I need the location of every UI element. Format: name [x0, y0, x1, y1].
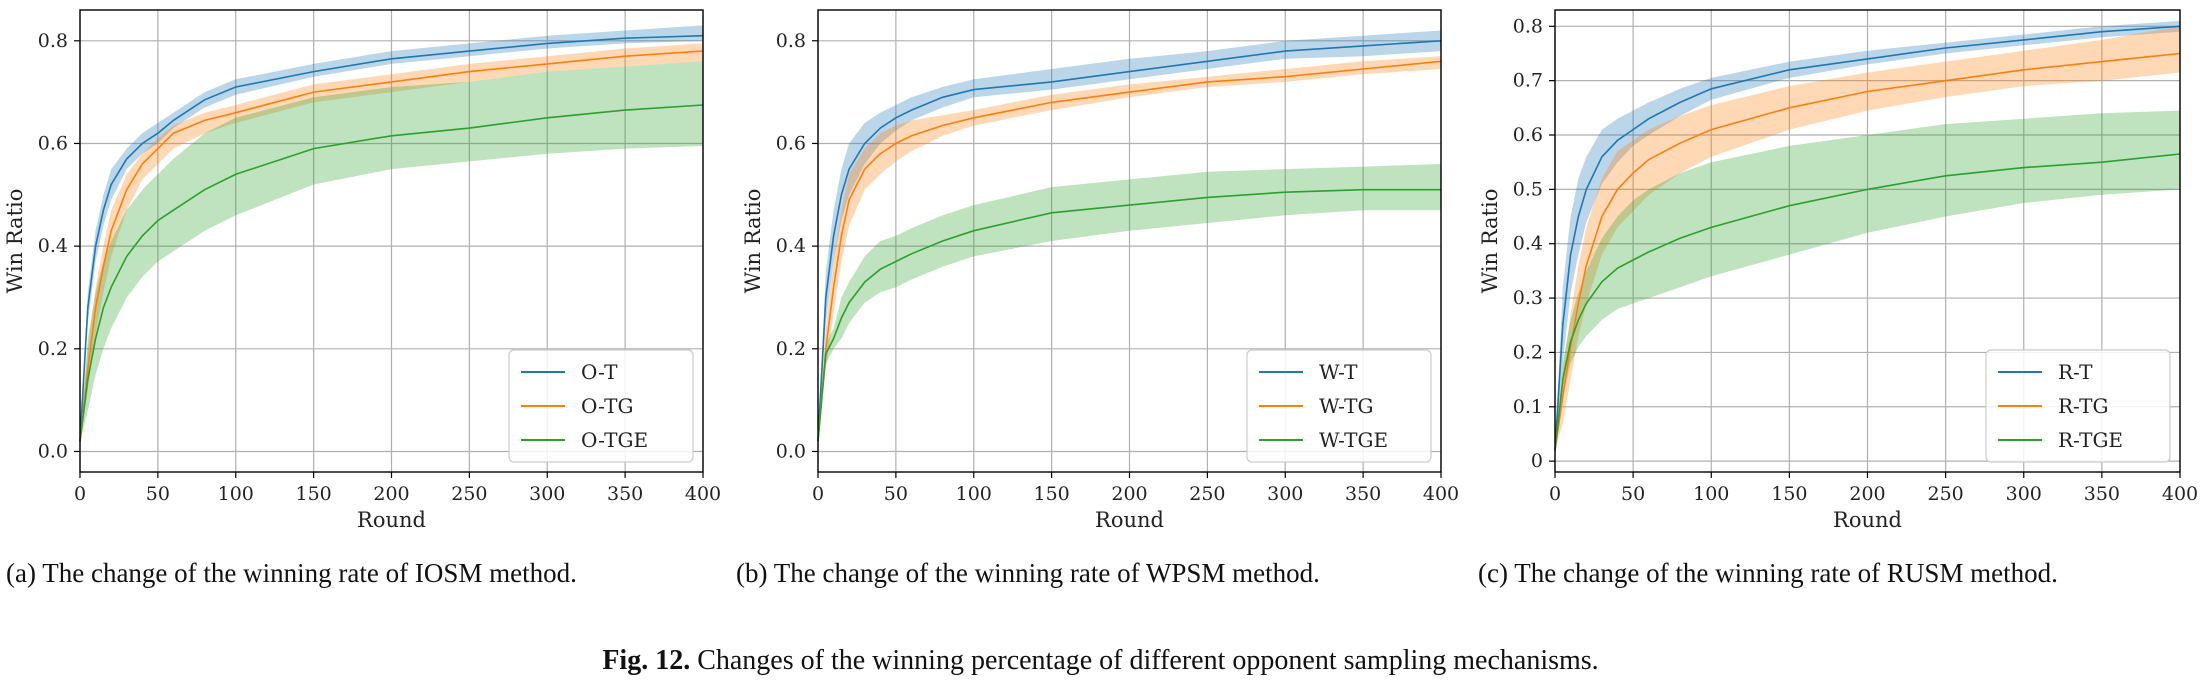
- y-tick-label: 0.2: [38, 338, 68, 360]
- legend-label-o-t: O-T: [581, 360, 618, 384]
- x-axis-label: Round: [357, 508, 426, 532]
- series-band-r-tg: [1555, 26, 2180, 451]
- legend-box: [508, 349, 694, 463]
- x-tick-label: 0: [812, 483, 824, 505]
- y-tick-label: 0.2: [776, 338, 806, 360]
- x-tick-label: 300: [2006, 483, 2042, 505]
- series-line-w-tge: [817, 188, 1441, 442]
- x-tick-label: 300: [529, 483, 565, 505]
- x-tick-label: 50: [146, 483, 170, 505]
- legend-label-o-tg: O-TG: [581, 394, 634, 418]
- x-tick-label: 0: [74, 483, 86, 505]
- x-tick-label: 300: [1267, 483, 1303, 505]
- legend-box: [1985, 349, 2171, 463]
- x-tick-label: 250: [1189, 483, 1225, 505]
- y-axis-label: Win Ratio: [1478, 189, 1502, 294]
- x-tick-label: 200: [1111, 483, 1147, 505]
- legend-label-r-tg: R-TG: [2058, 394, 2108, 418]
- subcaption-c: (c) The change of the winning rate of RU…: [1478, 558, 2058, 588]
- y-tick-label: 0.4: [776, 235, 806, 257]
- series-line-w-tg: [817, 60, 1442, 442]
- series-band-r-tge: [1555, 110, 2180, 451]
- legend-label-r-tge: R-TGE: [2058, 428, 2123, 452]
- chart-panel-b: 0 50 100 150 200 250 300 350 400 0.0 0.2 0.4 0.6 0.8 R…: [741, 9, 1459, 532]
- y-tick-label: 0.6: [776, 132, 806, 154]
- y-tick-label: 0.7: [1513, 70, 1543, 92]
- x-tick-label: 200: [373, 483, 409, 505]
- x-tick-label: 400: [685, 483, 721, 505]
- x-tick-label: 350: [1345, 483, 1381, 505]
- y-tick-label: 0.3: [1513, 287, 1543, 309]
- y-axis-label: Win Ratio: [3, 189, 27, 294]
- x-tick-label: 100: [956, 483, 992, 505]
- x-tick-label: 0: [1549, 483, 1561, 505]
- chart-panel-a: 0 50 100 150 200 250 300 350 400 0.0 0.2 0.4 0.6 0.8 R…: [3, 9, 721, 532]
- figure-caption-text: Changes of the winning percentage of dif…: [697, 645, 1599, 676]
- x-tick-label: 350: [2084, 483, 2120, 505]
- subcaption-b: (b) The change of the winning rate of WP…: [736, 558, 1320, 588]
- figure-label: Fig. 12.: [602, 645, 691, 676]
- legend-label-w-t: W-T: [1319, 360, 1358, 384]
- y-tick-label: 0.1: [1513, 396, 1543, 418]
- y-tick-label: 0.4: [38, 235, 68, 257]
- legend-box: [1246, 349, 1432, 463]
- legend-label-o-tge: O-TGE: [581, 428, 648, 452]
- x-axis-label: Round: [1833, 508, 1902, 532]
- y-tick-label: 0.8: [776, 30, 806, 52]
- series-line-o-t: [79, 34, 704, 442]
- series-band-o-tge: [80, 61, 703, 442]
- series-line-r-tg: [1554, 52, 2181, 451]
- legend: W-T W-TG W-TGE: [1246, 349, 1432, 463]
- y-tick-label: 0: [1531, 450, 1543, 472]
- y-tick-label: 0.6: [1513, 124, 1543, 146]
- x-tick-label: 150: [1033, 483, 1069, 505]
- series-band-w-tge: [818, 164, 1441, 442]
- y-tick-label: 0.8: [1513, 15, 1543, 37]
- y-axis-label: Win Ratio: [741, 189, 765, 294]
- figure-caption: Fig. 12. Changes of the winning percenta…: [0, 645, 2201, 677]
- series-line-r-tge: [1554, 153, 2181, 451]
- series-line-r-t: [1554, 25, 2181, 451]
- y-tick-label: 0.0: [38, 440, 68, 462]
- x-tick-label: 50: [884, 483, 908, 505]
- legend-label-w-tge: W-TGE: [1319, 428, 1388, 452]
- legend: R-T R-TG R-TGE: [1985, 349, 2171, 463]
- series-line-o-tg: [79, 50, 704, 442]
- x-tick-label: 250: [1927, 483, 1963, 505]
- chart-panel-c: 0 50 100 150 200 250 300 350 400 0 0.1 0.2 0.3 0.4 0.5…: [1478, 9, 2198, 532]
- x-tick-label: 100: [1693, 483, 1729, 505]
- subcaption-a: (a) The change of the winning rate of IO…: [6, 558, 577, 588]
- legend-label-w-tg: W-TG: [1319, 394, 1373, 418]
- x-tick-label: 400: [2162, 483, 2198, 505]
- x-tick-label: 400: [1423, 483, 1459, 505]
- x-tick-label: 150: [295, 483, 331, 505]
- y-tick-label: 0.4: [1513, 233, 1543, 255]
- series-line-o-tge: [79, 104, 704, 442]
- legend-label-r-t: R-T: [2058, 360, 2093, 384]
- x-axis-label: Round: [1095, 508, 1164, 532]
- x-tick-label: 200: [1849, 483, 1885, 505]
- y-tick-label: 0.6: [38, 132, 68, 154]
- y-tick-label: 0.8: [38, 30, 68, 52]
- legend: O-T O-TG O-TGE: [508, 349, 694, 463]
- series-line-w-t: [817, 40, 1442, 442]
- y-tick-label: 0.2: [1513, 341, 1543, 363]
- x-tick-label: 150: [1771, 483, 1807, 505]
- x-tick-label: 350: [607, 483, 643, 505]
- x-tick-label: 100: [218, 483, 254, 505]
- x-tick-label: 50: [1621, 483, 1645, 505]
- y-tick-label: 0.0: [776, 440, 806, 462]
- y-tick-label: 0.5: [1513, 178, 1543, 200]
- x-tick-label: 250: [451, 483, 487, 505]
